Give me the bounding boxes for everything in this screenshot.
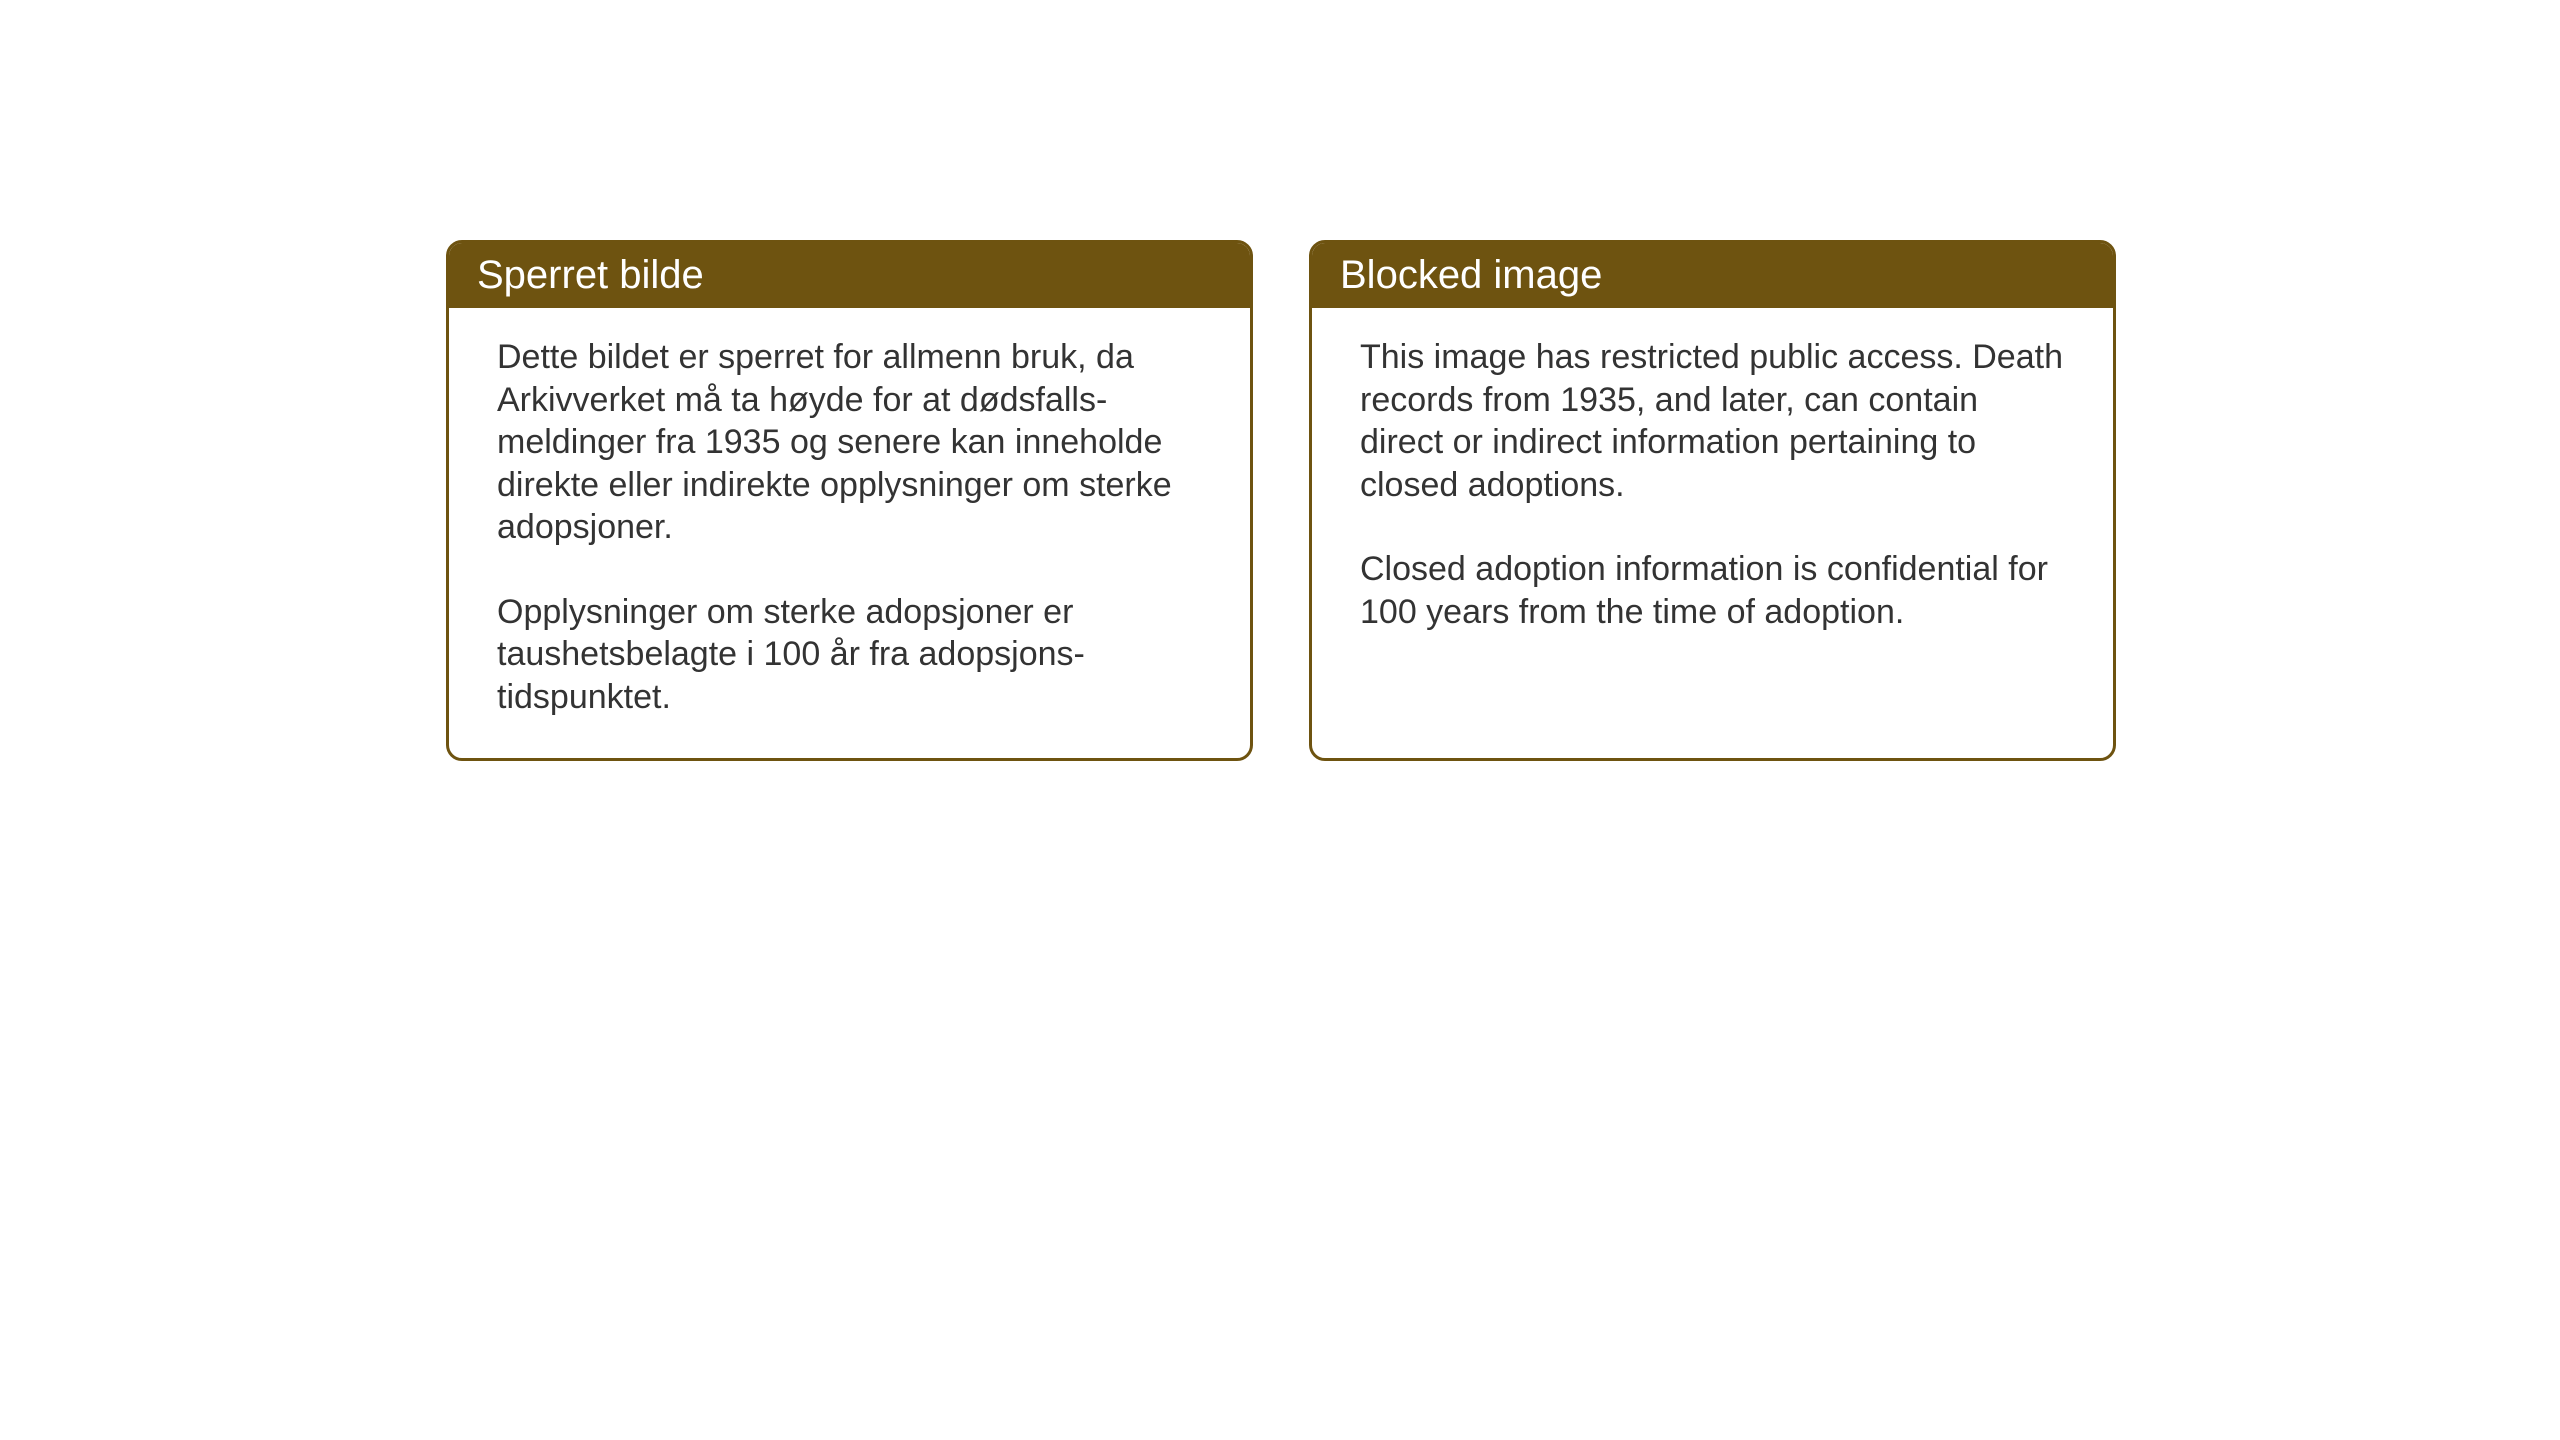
norwegian-info-card: Sperret bilde Dette bildet er sperret fo…: [446, 240, 1253, 761]
english-card-title: Blocked image: [1312, 243, 2113, 308]
english-paragraph-1: This image has restricted public access.…: [1360, 336, 2065, 506]
norwegian-card-title: Sperret bilde: [449, 243, 1250, 308]
norwegian-card-body: Dette bildet er sperret for allmenn bruk…: [449, 308, 1250, 758]
english-paragraph-2: Closed adoption information is confident…: [1360, 548, 2065, 633]
info-cards-container: Sperret bilde Dette bildet er sperret fo…: [446, 240, 2560, 761]
norwegian-paragraph-1: Dette bildet er sperret for allmenn bruk…: [497, 336, 1202, 549]
english-card-body: This image has restricted public access.…: [1312, 308, 2113, 673]
norwegian-paragraph-2: Opplysninger om sterke adopsjoner er tau…: [497, 591, 1202, 719]
english-info-card: Blocked image This image has restricted …: [1309, 240, 2116, 761]
